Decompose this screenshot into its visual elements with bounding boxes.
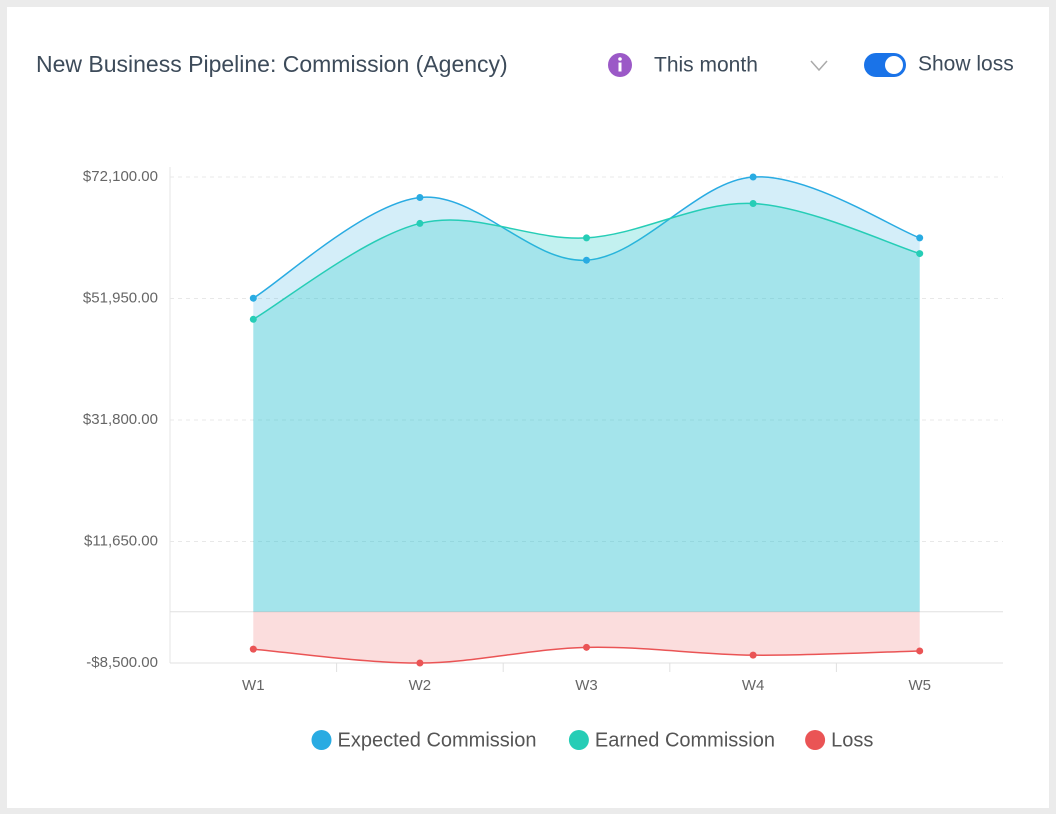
data-point xyxy=(916,234,924,242)
y-tick-label: $51,950.00 xyxy=(83,289,158,306)
dropdown-chevron[interactable] xyxy=(810,60,828,72)
data-point xyxy=(416,219,424,227)
x-tick-label: W5 xyxy=(908,677,931,694)
y-tick-label: $31,800.00 xyxy=(83,411,158,428)
data-point xyxy=(249,294,257,302)
toggle-label[interactable]: Show loss xyxy=(918,53,1014,76)
info-stem xyxy=(618,62,622,72)
period-select[interactable]: This month xyxy=(654,54,758,77)
x-tick-label: W1 xyxy=(242,677,265,694)
data-point xyxy=(749,200,757,208)
data-point xyxy=(583,234,590,242)
x-tick-label: W2 xyxy=(409,677,432,694)
data-point xyxy=(916,250,924,258)
card xyxy=(7,7,1049,808)
data-point xyxy=(749,173,757,181)
y-tick-label: -$8,500.00 xyxy=(86,654,158,671)
y-tick-label: $72,100.00 xyxy=(83,168,158,185)
legend-marker xyxy=(568,730,589,750)
legend-label: Earned Commission xyxy=(595,729,775,751)
legend-marker xyxy=(805,730,826,750)
data-point xyxy=(749,651,757,659)
chart-title: New Business Pipeline: Commission (Agenc… xyxy=(36,51,508,77)
legend-label: Loss xyxy=(831,729,873,751)
info-dot xyxy=(618,57,622,61)
data-point xyxy=(583,643,590,651)
data-point xyxy=(583,256,590,264)
info-icon[interactable] xyxy=(608,53,632,77)
data-point xyxy=(416,659,424,667)
area-fill xyxy=(253,611,920,664)
legend-marker xyxy=(311,730,332,750)
area-fill xyxy=(253,203,920,612)
legend-label: Expected Commission xyxy=(338,729,537,751)
toggle-knob[interactable] xyxy=(885,56,903,74)
data-point xyxy=(249,645,257,653)
data-point xyxy=(249,315,257,323)
y-tick-label: $11,650.00 xyxy=(84,532,158,549)
area-fill xyxy=(253,176,920,612)
data-point xyxy=(916,647,924,655)
data-point xyxy=(416,194,424,202)
x-tick-label: W4 xyxy=(742,677,765,694)
x-tick-label: W3 xyxy=(575,677,598,694)
plot: -$8,500.00 $11,650.00 $31,800.00 $51,950.00… xyxy=(83,167,1003,751)
